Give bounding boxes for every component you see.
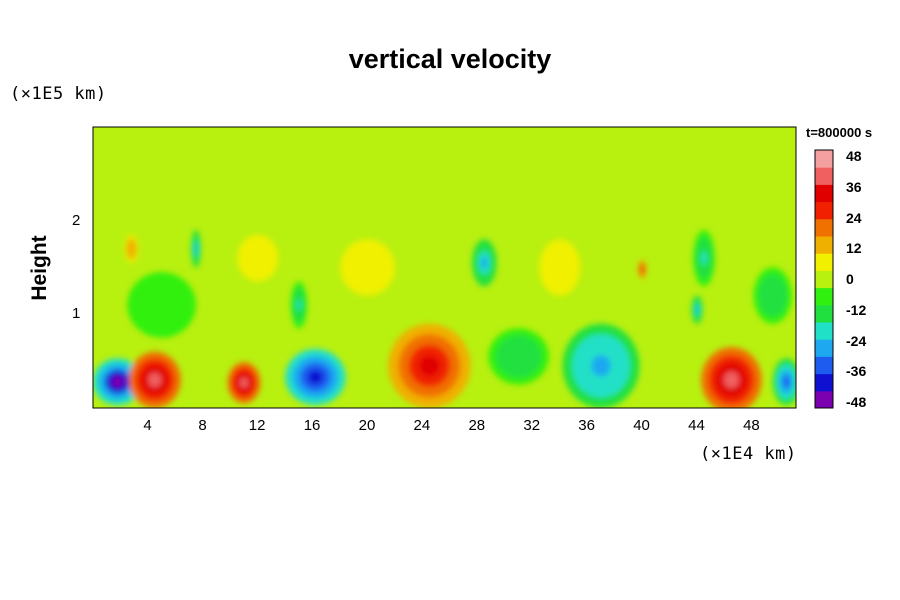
velocity-cell-1-3 [148, 372, 162, 387]
velocity-cell-17-3 [554, 260, 565, 275]
x-tick-label: 48 [743, 417, 760, 434]
time-label: t=800000 s [806, 125, 873, 140]
x-tick-label: 32 [523, 417, 541, 434]
velocity-cell-8-3 [782, 375, 790, 388]
chart-title: vertical velocity [348, 44, 552, 74]
colorbar-swatch-1 [815, 373, 833, 392]
colorbar [814, 149, 834, 409]
colorbar-swatch-5 [815, 304, 833, 323]
x-tick-label: 36 [578, 417, 595, 434]
velocity-cell-7-3 [723, 371, 740, 389]
velocity-cell-4-3 [419, 355, 440, 377]
x-tick-label: 4 [143, 417, 152, 434]
x-tick-label: 8 [198, 417, 207, 434]
velocity-cell-15-3 [296, 299, 302, 311]
colorbar-swatch-14 [815, 150, 833, 168]
velocity-cell-16-3 [360, 260, 375, 275]
colorbar-swatch-6 [815, 287, 833, 306]
x-tick-label: 20 [358, 417, 376, 434]
colorbar-frame [814, 149, 834, 409]
colorbar-tick-label: -12 [846, 301, 867, 318]
velocity-cell-2-3 [239, 377, 249, 388]
colorbar-tick-label: 48 [846, 148, 862, 164]
y-tick-label: 2 [72, 211, 81, 229]
colorbar-swatch-4 [815, 322, 833, 340]
x-tick-label: 12 [248, 417, 266, 434]
velocity-cell-20-3 [252, 252, 263, 264]
y-unit-label: (×1E5 km) [10, 84, 107, 104]
plot-area [93, 127, 796, 408]
colorbar-swatch-2 [815, 356, 833, 375]
colorbar-swatch-10 [815, 218, 833, 237]
velocity-cell-5-3 [511, 349, 527, 364]
colorbar-tick-label: 0 [846, 271, 854, 287]
colorbar-tick-label: 36 [846, 178, 862, 195]
velocity-cell-14-3 [695, 306, 699, 314]
colorbar-swatch-3 [815, 339, 833, 357]
velocity-cell-12-3 [641, 267, 644, 272]
colorbar-tick-label: -36 [846, 363, 867, 380]
x-tick-label: 40 [633, 417, 650, 434]
colorbar-tick-label: 12 [846, 240, 862, 257]
colorbar-tick-label: -48 [846, 394, 867, 410]
colorbar-swatch-0 [815, 390, 833, 409]
colorbar-swatch-13 [815, 167, 833, 185]
colorbar-tick-label: 24 [846, 209, 862, 226]
velocity-cell-19-3 [153, 296, 171, 314]
colorbar-swatch-12 [815, 184, 833, 203]
colorbar-swatch-9 [815, 236, 833, 254]
colorbar-swatch-8 [815, 253, 833, 271]
colorbar-tick-label: -24 [846, 332, 867, 349]
velocity-cell-0-3 [111, 375, 124, 388]
velocity-cell-6-3 [591, 355, 611, 377]
heatmap-features [93, 230, 796, 408]
y-tick-label: 1 [72, 305, 81, 323]
velocity-cell-10-3 [129, 245, 134, 253]
x-tick-label: 28 [468, 417, 486, 434]
velocity-cell-9-3 [194, 244, 198, 254]
velocity-cell-13-3 [701, 251, 707, 266]
velocity-cell-11-3 [481, 256, 488, 269]
x-tick-label: 24 [413, 417, 431, 434]
x-tick-label: 16 [303, 417, 321, 434]
colorbar-swatch-11 [815, 201, 833, 220]
x-tick-label: 44 [688, 417, 705, 434]
velocity-cell-18-3 [767, 288, 778, 303]
plot-frame [92, 126, 797, 409]
colorbar-swatch-7 [815, 270, 833, 289]
x-unit-label: (×1E4 km) [700, 444, 797, 464]
velocity-cell-3-3 [307, 370, 323, 385]
